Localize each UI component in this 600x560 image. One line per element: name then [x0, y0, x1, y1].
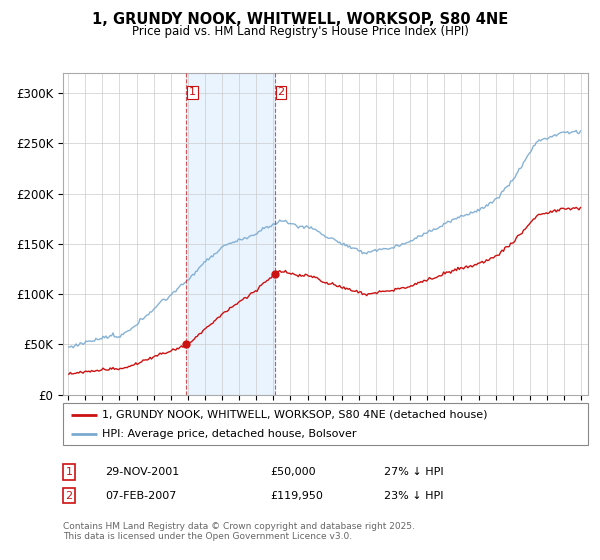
Text: 29-NOV-2001: 29-NOV-2001 — [105, 467, 179, 477]
Text: 27% ↓ HPI: 27% ↓ HPI — [384, 467, 443, 477]
Text: 1, GRUNDY NOOK, WHITWELL, WORKSOP, S80 4NE: 1, GRUNDY NOOK, WHITWELL, WORKSOP, S80 4… — [92, 12, 508, 27]
Text: Price paid vs. HM Land Registry's House Price Index (HPI): Price paid vs. HM Land Registry's House … — [131, 25, 469, 38]
Text: 2: 2 — [278, 87, 285, 97]
Text: £119,950: £119,950 — [270, 491, 323, 501]
Text: 1: 1 — [65, 467, 73, 477]
Text: 1, GRUNDY NOOK, WHITWELL, WORKSOP, S80 4NE (detached house): 1, GRUNDY NOOK, WHITWELL, WORKSOP, S80 4… — [103, 409, 488, 419]
Text: 2: 2 — [65, 491, 73, 501]
Text: HPI: Average price, detached house, Bolsover: HPI: Average price, detached house, Bols… — [103, 429, 357, 439]
Text: 07-FEB-2007: 07-FEB-2007 — [105, 491, 176, 501]
Bar — [187, 73, 275, 395]
Text: 1: 1 — [189, 87, 196, 97]
FancyBboxPatch shape — [63, 403, 588, 445]
Text: £50,000: £50,000 — [270, 467, 316, 477]
Text: Contains HM Land Registry data © Crown copyright and database right 2025.
This d: Contains HM Land Registry data © Crown c… — [63, 522, 415, 542]
Text: 23% ↓ HPI: 23% ↓ HPI — [384, 491, 443, 501]
